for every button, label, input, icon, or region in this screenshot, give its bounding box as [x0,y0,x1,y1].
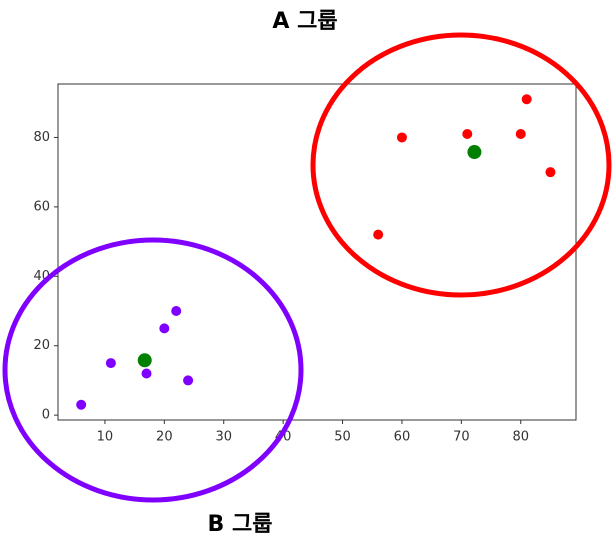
x-tick-label: 80 [512,430,529,445]
x-tick-label: 20 [156,430,173,445]
x-tick-label: 50 [334,430,351,445]
y-tick-label: 60 [33,199,50,214]
x-tick-label: 70 [453,430,470,445]
point [171,306,182,317]
point [515,128,526,139]
group-a-label: A 그룹 [272,9,337,34]
group-a-ellipse [310,32,612,298]
point [159,323,170,334]
point [76,399,87,410]
group-b-label: B 그룹 [208,512,273,537]
point [396,132,407,143]
y-tick-label: 20 [33,338,50,353]
point [141,368,152,379]
x-tick-label: 10 [97,430,114,445]
point [462,128,473,139]
point [137,353,152,368]
x-tick-label: 30 [215,430,232,445]
point [183,375,194,386]
point [105,358,116,369]
x-tick-label: 60 [394,430,411,445]
point [467,145,482,160]
point [545,167,556,178]
y-tick-label: 0 [42,408,50,423]
y-tick-label: 80 [33,130,50,145]
point [521,94,532,105]
group-b-ellipse [2,237,304,503]
plot-frame [57,83,577,421]
point [373,229,384,240]
